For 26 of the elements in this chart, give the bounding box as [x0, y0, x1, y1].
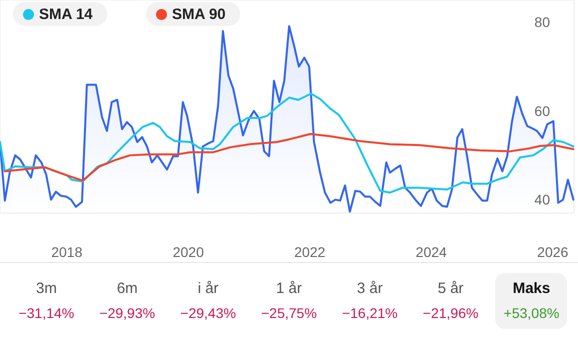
data-label: −29,43%	[180, 305, 236, 321]
x-tick-label: 2020	[172, 244, 204, 260]
y-tick-label: 80	[534, 14, 550, 30]
x-tick-label: 2026	[537, 244, 569, 260]
category-label: 5 år	[438, 280, 464, 297]
data-label: −31,14%	[18, 305, 74, 321]
category-label: 6m	[116, 280, 138, 297]
legend-label: SMA 14	[39, 6, 94, 23]
data-label: −25,75%	[261, 305, 317, 321]
x-tick-label: 2018	[51, 244, 83, 260]
data-label: +53,08%	[504, 305, 560, 321]
x-tick-label: 2024	[416, 244, 448, 260]
y-tick-label: 40	[534, 192, 550, 208]
line-series	[4, 133, 574, 182]
line-series	[0, 92, 574, 194]
data-label: −29,93%	[99, 305, 156, 321]
x-tick-label: 2022	[294, 244, 326, 260]
data-label: −16,21%	[342, 305, 398, 321]
category-label: 1 år	[276, 280, 302, 297]
category-label: i år	[198, 280, 219, 297]
legend-label: SMA 90	[172, 6, 226, 23]
category-label: Maks	[512, 280, 550, 297]
category-label: 3m	[36, 280, 57, 297]
data-label: −21,96%	[422, 305, 478, 321]
category-label: 3 år	[356, 280, 383, 297]
y-tick-label: 60	[534, 102, 550, 119]
